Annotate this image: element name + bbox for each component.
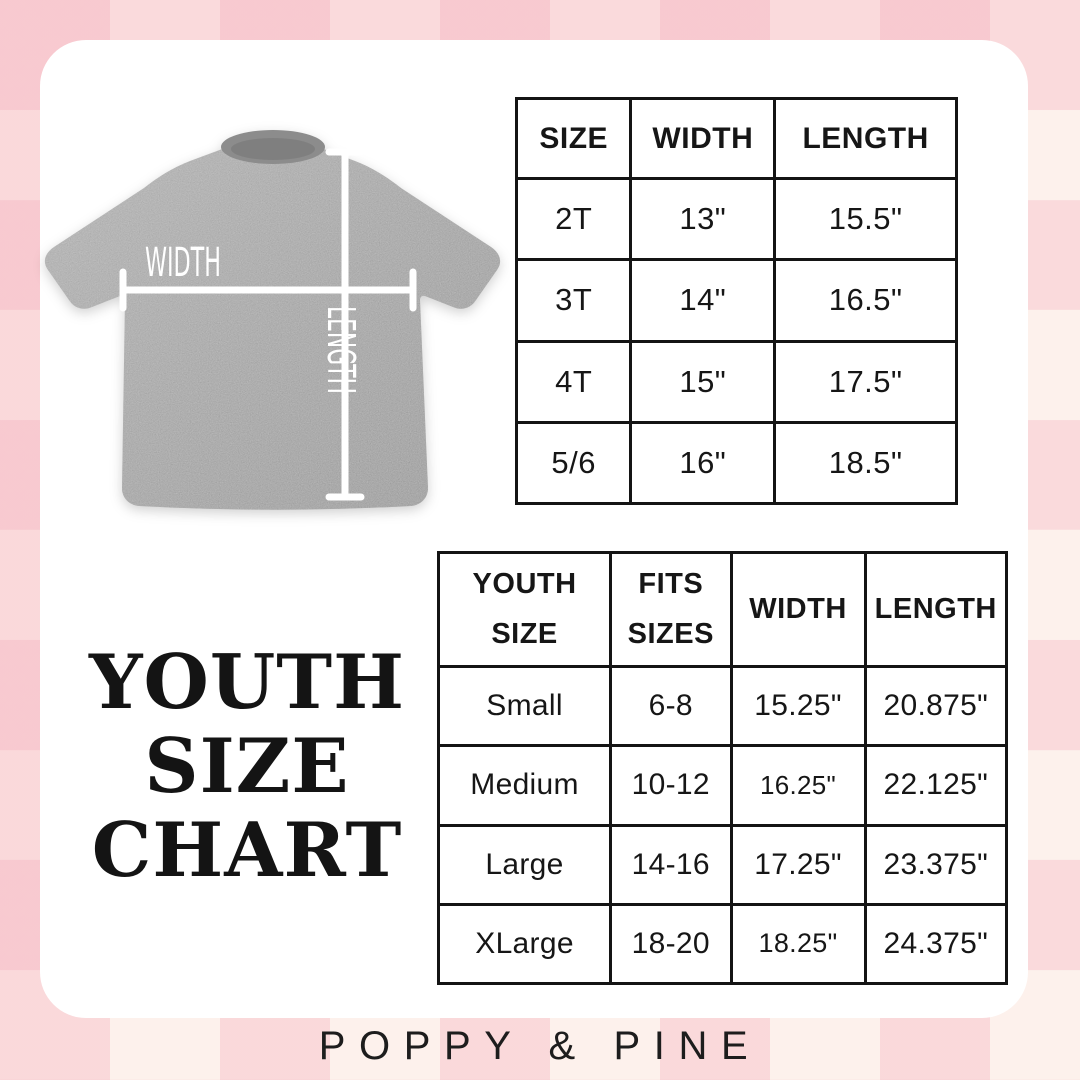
table-cell: 13" [629, 176, 777, 262]
table-row: Medium 10-12 16.25" 22.125" [436, 744, 1009, 827]
table-cell: Large [436, 823, 613, 906]
length-label: LENGTH [319, 306, 363, 394]
table-cell: 18.25" [729, 902, 867, 986]
table-cell: 23.375" [863, 823, 1009, 906]
heather-texture [44, 133, 501, 510]
table-row: Large 14-16 17.25" 23.375" [436, 823, 1009, 906]
brand-name: POPPY & PINE [318, 1024, 762, 1068]
table-cell: 14-16 [609, 823, 733, 906]
title-line-1: YOUTH [89, 638, 405, 726]
table-cell: 16.25" [729, 744, 867, 827]
measurement-lines [119, 148, 417, 501]
table-cell: 3T [514, 258, 633, 343]
table-cell: 17.25" [729, 823, 867, 906]
title-line-3: CHART [91, 806, 403, 894]
table-cell: 5/6 [514, 420, 633, 506]
content-card: WIDTH LENGTH SIZE WIDTH LENGTH 2T 13" 15.5" 3… [40, 40, 1028, 1018]
width-label: WIDTH [145, 240, 221, 286]
collar-opening [231, 138, 315, 160]
tshirt-body [44, 130, 501, 510]
column-header: WIDTH [729, 551, 867, 668]
table-cell: 24.375" [863, 902, 1009, 986]
column-header: WIDTH [629, 97, 777, 180]
table-cell: 18-20 [609, 902, 733, 986]
column-header: LENGTH [863, 551, 1009, 668]
table-cell: 10-12 [609, 744, 733, 827]
column-header: YOUTH SIZE [436, 551, 613, 668]
table-row: 2T 13" 15.5" [514, 176, 958, 262]
column-header: LENGTH [773, 97, 958, 180]
page-title: YOUTH SIZE CHART [82, 640, 412, 892]
tshirt-illustration: WIDTH LENGTH [44, 130, 501, 510]
table-cell: 16.5" [773, 258, 958, 343]
width-measure-line [119, 268, 417, 312]
table-cell: 14" [629, 258, 777, 343]
table-cell: 15.25" [729, 664, 867, 748]
table-cell: 20.875" [863, 664, 1009, 748]
table-cell: 22.125" [863, 744, 1009, 827]
length-measure-line [325, 148, 365, 501]
table-row: 5/6 16" 18.5" [514, 420, 958, 506]
table-row: 3T 14" 16.5" [514, 258, 958, 343]
table-cell: 16" [629, 420, 777, 506]
table-cell: XLarge [436, 902, 613, 986]
youth-size-table-container: YOUTH SIZE FITS SIZES WIDTH LENGTH Small 6-8… [436, 551, 1009, 986]
toddler-size-table: SIZE WIDTH LENGTH 2T 13" 15.5" 3T 14" 16.5" 4T 15… [514, 97, 958, 506]
header-row: SIZE WIDTH LENGTH [514, 97, 958, 180]
table-cell: 6-8 [609, 664, 733, 748]
table-cell: 4T [514, 339, 633, 424]
youth-size-table: YOUTH SIZE FITS SIZES WIDTH LENGTH Small 6-8… [436, 551, 1009, 986]
column-header: FITS SIZES [609, 551, 733, 668]
table-cell: Small [436, 664, 613, 748]
table-row: Small 6-8 15.25" 20.875" [436, 664, 1009, 748]
table-cell: 15.5" [773, 176, 958, 262]
toddler-size-table-container: SIZE WIDTH LENGTH 2T 13" 15.5" 3T 14" 16.5" 4T 15… [514, 97, 958, 506]
shirt-measurement-figure: WIDTH LENGTH [44, 98, 515, 548]
table-cell: 15" [629, 339, 777, 424]
table-cell: 18.5" [773, 420, 958, 506]
header-row: YOUTH SIZE FITS SIZES WIDTH LENGTH [436, 551, 1009, 668]
table-row: XLarge 18-20 18.25" 24.375" [436, 902, 1009, 986]
table-cell: 17.5" [773, 339, 958, 424]
table-row: 4T 15" 17.5" [514, 339, 958, 424]
title-line-2: SIZE [144, 722, 350, 810]
table-cell: Medium [436, 744, 613, 827]
table-cell: 2T [514, 176, 633, 262]
column-header: SIZE [514, 97, 633, 180]
